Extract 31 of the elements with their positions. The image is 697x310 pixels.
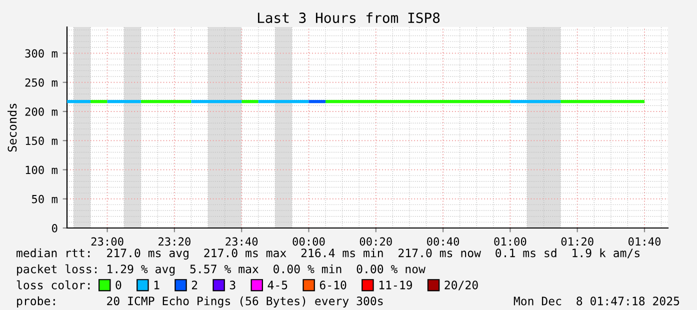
y-tick-label: 300 m (25, 49, 58, 58)
x-tick-label: 01:20 (561, 237, 594, 246)
legend-label: 6-10 (320, 280, 346, 290)
x-tick-label: 01:40 (628, 237, 660, 246)
legend-label: 20/20 (444, 280, 478, 290)
y-tick-label: 150 m (26, 136, 58, 146)
x-tick-label: 01:00 (494, 237, 526, 246)
y-tick-label: 100 m (26, 166, 58, 174)
text: packet loss: 1.29 % avg 5.57 % max 0.00 % min 0.00 % now (17, 264, 426, 276)
x-tick-label: 00:00 (292, 237, 325, 246)
legend-title: loss color: (16, 280, 90, 290)
legend-label: 3 (230, 280, 236, 290)
x-tick-label: 23:00 (91, 237, 124, 246)
legend-label: 2 (192, 280, 198, 290)
legend-label: 1 (154, 280, 160, 290)
legend-label: 4-5 (268, 280, 288, 290)
y-tick-label: 200 m (25, 107, 58, 116)
x-tick-label: 00:40 (427, 237, 460, 246)
legend-label: 11-19 (379, 280, 412, 290)
legend-label: 0 (116, 280, 122, 290)
text: Mon Dec 8 01:47:18 2025 (514, 296, 680, 306)
x-tick-label: 23:40 (226, 237, 258, 246)
x-tick-label: 00:20 (360, 237, 392, 246)
y-axis-title: Seconds (8, 104, 17, 152)
text: probe: 20 ICMP Echo Pings (56 Bytes) every 300s (17, 296, 383, 308)
y-tick-label: 0 (52, 224, 58, 232)
chart-title: Last 3 Hours from ISP8 (258, 12, 440, 24)
y-tick-label: 50 m (32, 194, 58, 204)
y-tick-label: 250 m (25, 78, 58, 87)
text: median rtt: 217.0 ms avg 217.0 ms max 216.4 ms min 217.0 ms now 0.1 ms sd 1.9 k am/s (16, 248, 640, 260)
x-tick-label: 23:20 (158, 237, 190, 246)
